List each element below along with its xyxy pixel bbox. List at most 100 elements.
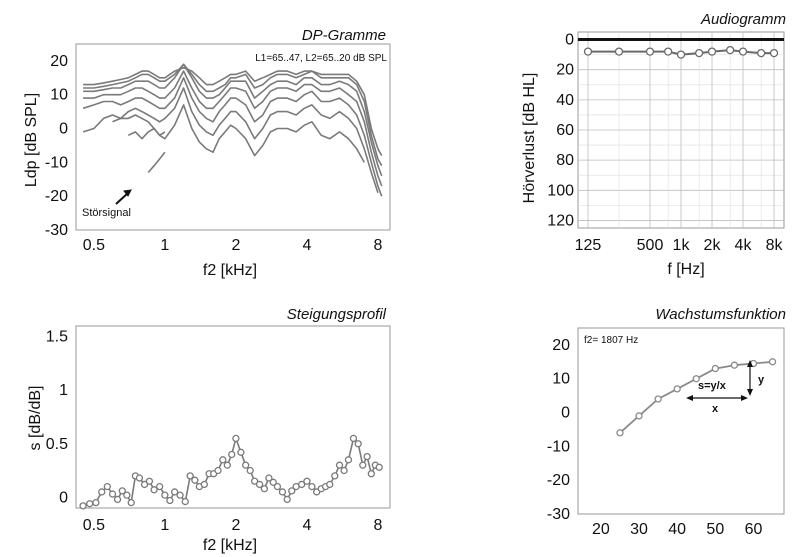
slope-series-line-point: [298, 480, 306, 489]
y-span-arrow-bottom-head: [747, 389, 753, 396]
audio-series-line-point: [769, 48, 779, 58]
slope-series-line-point: [166, 496, 174, 505]
slope-ytick: 1: [59, 382, 68, 399]
dp-series-line: [112, 87, 379, 194]
dp-ytick: -30: [45, 222, 68, 239]
slope-series-line-point: [200, 480, 209, 489]
slope-ytick: 0: [59, 489, 68, 506]
x-span-label: x: [712, 403, 719, 415]
audio-xtick: 4k: [735, 237, 753, 254]
x-span-arrow-right-head: [741, 395, 748, 401]
growth-ytick: -20: [547, 472, 570, 489]
audio-ytick: 60: [556, 122, 574, 139]
dp-subtitle: L1=65..47, L2=65..20 dB SPL: [255, 53, 387, 64]
slope-series-line-point: [237, 448, 245, 456]
slope-series-line-point: [123, 491, 131, 499]
slope-series-line-point: [349, 434, 358, 443]
dp-xtick: 4: [302, 237, 311, 254]
dp-xtick: 1: [160, 237, 169, 254]
slope-series-line-point: [127, 498, 135, 507]
slope-series-line-point: [260, 485, 268, 493]
growth-ytick: -30: [547, 506, 570, 523]
slope-series-line-point: [191, 476, 199, 484]
slope-series-line-point: [255, 480, 264, 489]
dp-series-line: [127, 104, 365, 163]
slope-series-line-point: [150, 486, 158, 494]
growth-annotation: s=y/x x y: [686, 360, 765, 415]
slope-series-line-point: [170, 488, 179, 496]
audio-xtick: 500: [637, 237, 664, 254]
slope-series-line-point: [176, 491, 184, 499]
slope-series-line-point: [155, 482, 164, 491]
growth-xticks: 20 30 40 50 60: [592, 521, 762, 538]
dp-series: [82, 63, 383, 197]
growth-ytick: 10: [552, 371, 570, 388]
dp-xtick: 2: [231, 237, 240, 254]
dp-series-line: [83, 70, 383, 187]
dp-series-line: [83, 66, 383, 156]
slope-series-line-point: [242, 461, 250, 469]
audio-ytick: 100: [547, 182, 574, 199]
slope-series-line-point: [140, 480, 149, 489]
slope-ytick: 1.5: [46, 329, 68, 346]
growth-yticks: 20 10 0 -10 -20 -30: [547, 337, 570, 523]
slope-series-line-point: [367, 470, 375, 478]
dp-series-line: [83, 63, 383, 167]
audio-series-line-point: [694, 48, 704, 58]
audio-xtick: 8k: [766, 237, 784, 254]
slope-xtick: 4: [302, 517, 311, 534]
dp-ylabel: Ldp [dB SPL]: [23, 93, 40, 187]
slope-series-line-point: [135, 474, 144, 482]
growth-series-line-point: [692, 375, 700, 383]
slope-xtick: 1: [160, 517, 169, 534]
slope-series-line-point: [340, 466, 348, 475]
growth-xtick: 20: [592, 521, 610, 538]
growth-xtick: 50: [706, 521, 724, 538]
audio-series: [583, 45, 779, 59]
panel-audiogramm: Audiogramm 0 20 40 60 80 100 120 125 500 1k 2k 4k 8…: [521, 11, 786, 278]
dp-xtick: 8: [373, 237, 382, 254]
dp-xticks: 0.5 1 2 4 8: [83, 237, 383, 254]
slope-series-line-point: [331, 472, 339, 480]
slope-series-line-point: [232, 434, 240, 443]
slope-series-line-point: [246, 466, 254, 475]
slope-title: Steigungsprofil: [287, 306, 387, 323]
growth-xtick: 40: [668, 521, 686, 538]
disturbance-arrow-shaft: [115, 192, 129, 205]
slope-series-line-point: [326, 480, 334, 489]
audio-xtick: 125: [575, 237, 602, 254]
slope-series-line-point: [303, 477, 311, 485]
slope-series-line-point: [375, 463, 383, 471]
growth-frame: [577, 327, 785, 515]
panel-dp-gramme: DP-Gramme L1=65..47, L2=65..20 dB SPL f2…: [23, 27, 391, 279]
dp-annotation: Störsignal: [82, 189, 132, 219]
slope-series-line-point: [181, 497, 189, 506]
audio-xlabel: f [Hz]: [667, 261, 704, 278]
dp-ytick: 10: [50, 87, 68, 104]
dp-ytick: 0: [59, 121, 68, 138]
dp-ytick: -20: [45, 188, 68, 205]
dp-series-line: [82, 77, 383, 197]
slope-ytick: 0.5: [46, 436, 68, 453]
panel-wachstumsfunktion: Wachstumsfunktion f2= 1807 Hz 20 10 0 -10 -2…: [547, 306, 786, 538]
x-span-arrow-left-head: [686, 395, 693, 401]
growth-series-line-point: [730, 361, 739, 369]
audio-ylabel: Hörverlust [dB HL]: [521, 73, 538, 204]
slope-formula: s=y/x: [698, 380, 727, 392]
audio-series-line-point: [756, 48, 766, 58]
slope-xtick: 2: [231, 517, 240, 534]
audio-ytick: 40: [556, 92, 574, 109]
panel-steigungsprofil: Steigungsprofil 0 0.5 1 1.5 0.5 1 2 4 8 f2 [kHz…: [27, 306, 391, 554]
growth-series-line-point: [673, 385, 681, 393]
dp-ytick: -10: [45, 154, 68, 171]
dp-ytick: 20: [50, 53, 68, 70]
slope-series-line-point: [265, 474, 273, 482]
dp-series-line: [147, 151, 166, 174]
slope-series-line-point: [228, 450, 236, 459]
audio-grid: [578, 32, 784, 228]
slope-series-line-point: [92, 498, 100, 507]
dp-xtick: 0.5: [83, 237, 105, 254]
audio-xticks: 125 500 1k 2k 4k 8k: [575, 237, 784, 254]
disturbance-arrow-head: [123, 189, 132, 197]
